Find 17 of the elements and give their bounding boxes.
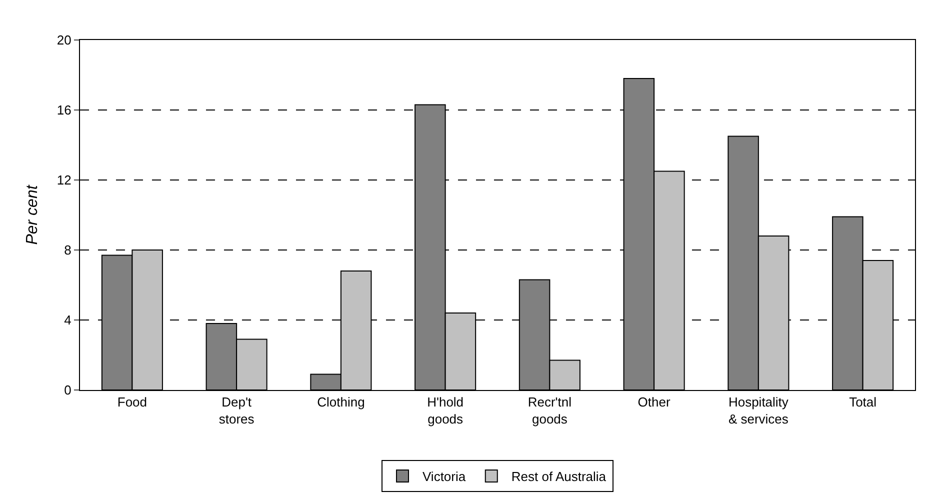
x-tick-label: Clothing bbox=[317, 394, 365, 410]
y-axis-title: Per cent bbox=[24, 184, 41, 245]
y-tick-label: 8 bbox=[64, 242, 72, 258]
x-tick-label: Recr'tnl goods bbox=[528, 394, 572, 426]
legend-label: Victoria bbox=[422, 469, 466, 484]
x-tick-label: Hospitality & services bbox=[728, 394, 789, 426]
legend-label: Rest of Australia bbox=[511, 469, 607, 484]
y-tick-label: 0 bbox=[64, 382, 72, 398]
y-tick-label: 16 bbox=[56, 102, 72, 118]
y-tick-label: 12 bbox=[56, 172, 72, 188]
y-tick-label: 4 bbox=[64, 312, 72, 328]
x-tick-label: Food bbox=[117, 394, 148, 410]
x-tick-label: Total bbox=[849, 394, 877, 410]
x-tick-label: Dep't stores bbox=[218, 394, 255, 426]
x-tick-label: H'hold goods bbox=[427, 394, 464, 426]
y-tick-label: 20 bbox=[56, 32, 72, 48]
x-tick-label: Other bbox=[638, 394, 671, 410]
